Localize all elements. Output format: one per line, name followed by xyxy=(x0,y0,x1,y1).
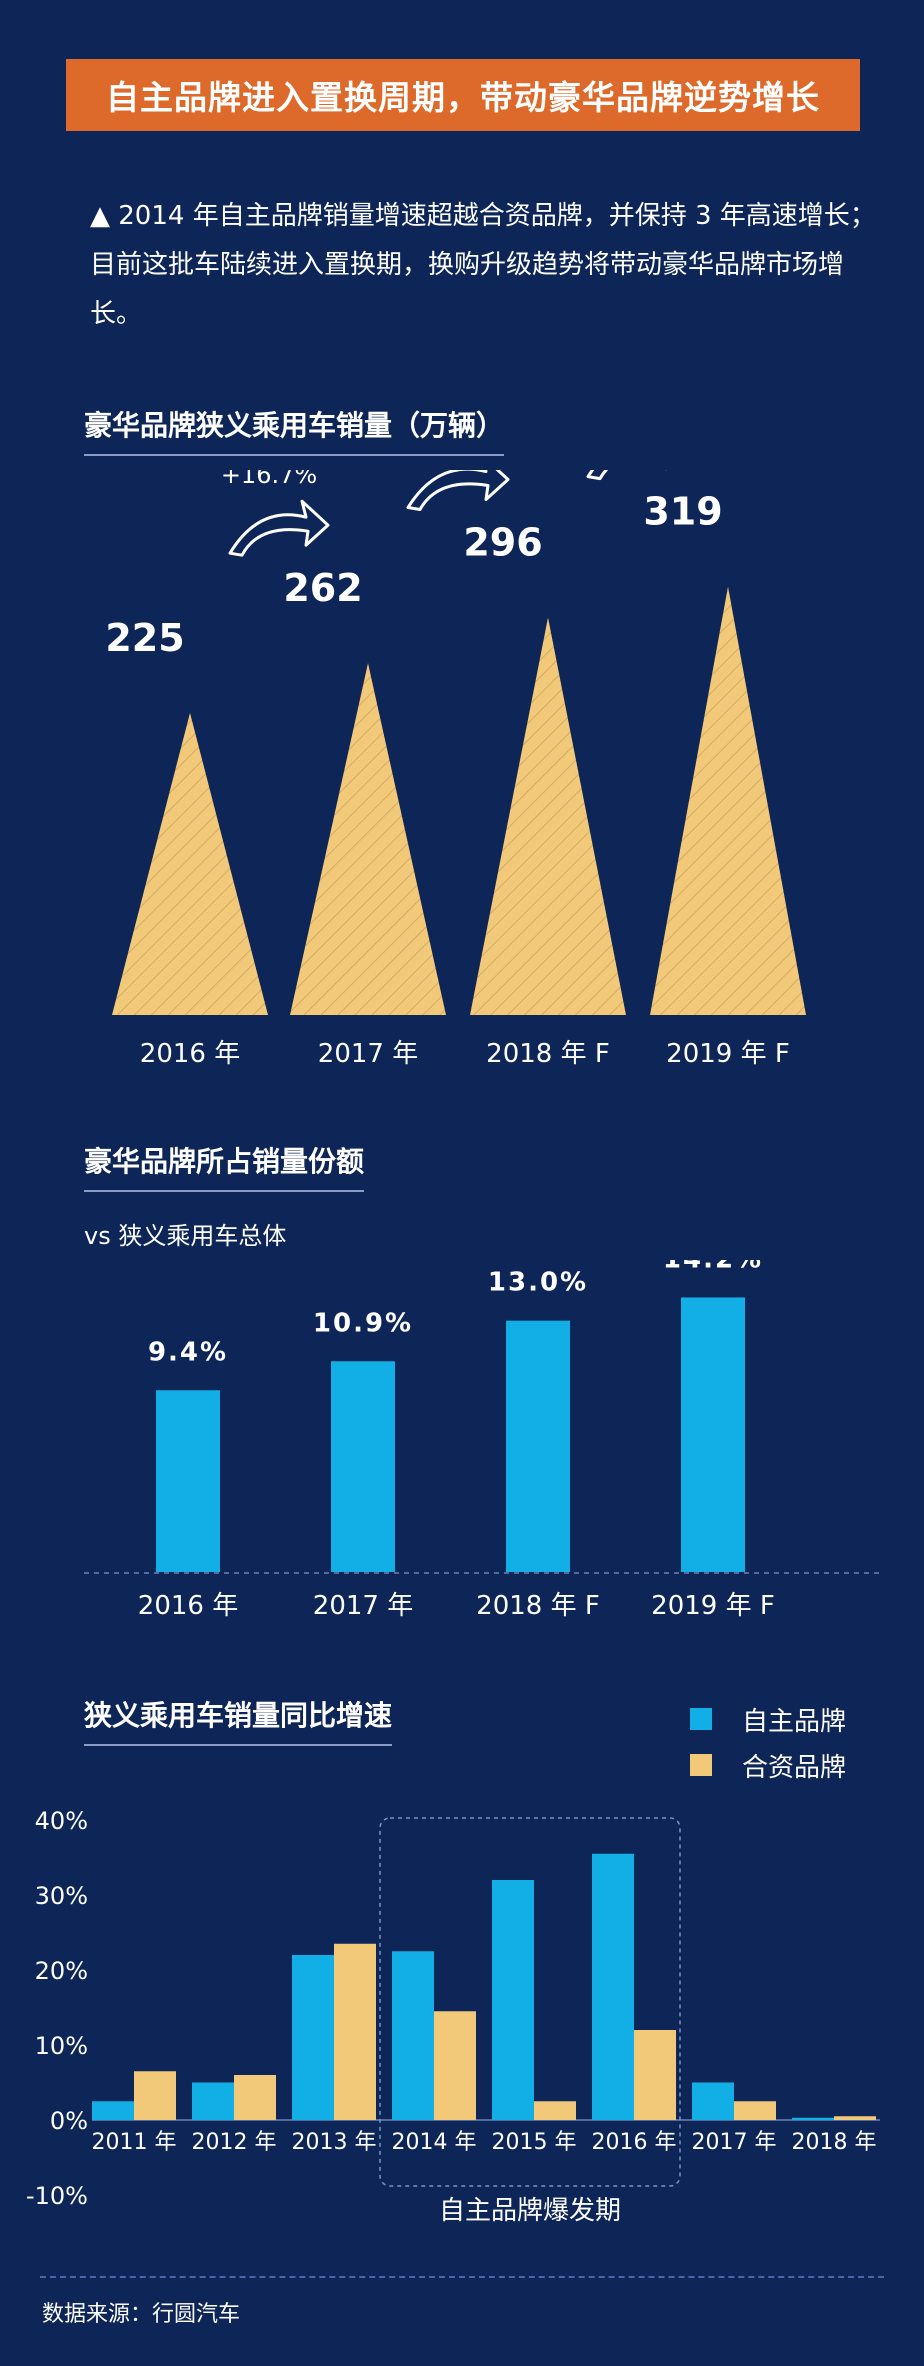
highlight-label: 自主品牌爆发期 xyxy=(439,2196,621,2226)
share-bar-1 xyxy=(331,1361,395,1572)
growth-ytick-5: -10% xyxy=(26,2182,88,2210)
domestic-bar-7 xyxy=(792,2117,834,2120)
share-bar-0 xyxy=(156,1390,220,1572)
jv-bar-1 xyxy=(234,2075,276,2120)
growth-category-label-3: 2014 年 xyxy=(392,2130,477,2155)
growth-chart: 40% 30% 20% 10% 0% -10% 2011 年 2012 年 2013 年 2014… xyxy=(26,1807,880,2226)
section3-title: 狭义乘用车销量同比增速 xyxy=(84,1694,393,1746)
legend-label-domestic: 自主品牌 xyxy=(742,1706,847,1737)
growth-category-label-7: 2018 年 xyxy=(792,2130,877,2155)
domestic-bar-3 xyxy=(392,1951,434,2120)
intro-paragraph: ▲ 2014 年自主品牌销量增速超越合资品牌，并保持 3 年高速增长；目前这批车… xyxy=(90,192,880,339)
growth-category-label-1: 2012 年 xyxy=(192,2130,277,2155)
domestic-bar-6 xyxy=(692,2082,734,2120)
jv-bar-5 xyxy=(634,2030,676,2120)
sales-triangle-1 xyxy=(290,663,446,1015)
legend-item-domestic: 自主品牌 xyxy=(690,1696,846,1742)
jv-bar-7 xyxy=(834,2116,876,2120)
share-category-label-0: 2016 年 xyxy=(138,1591,238,1621)
growth-category-label-6: 2017 年 xyxy=(692,2130,777,2155)
domestic-bar-5 xyxy=(592,1853,634,2120)
jv-bar-6 xyxy=(734,2101,776,2120)
growth-category-label-0: 2011 年 xyxy=(92,2130,177,2155)
domestic-bar-4 xyxy=(492,1880,534,2120)
domestic-bar-0 xyxy=(92,2101,134,2120)
share-category-label-3: 2019 年 F xyxy=(651,1591,775,1621)
share-bar-2 xyxy=(506,1320,570,1572)
sales-triangle-2 xyxy=(470,617,626,1015)
domestic-bar-2 xyxy=(292,1955,334,2120)
sales-triangle-0 xyxy=(112,712,268,1015)
source-note: 数据来源：行圆汽车 xyxy=(42,2302,241,2327)
legend-label-jv: 合资品牌 xyxy=(742,1752,847,1783)
share-value-label-0: 9.4% xyxy=(148,1337,228,1367)
sales-category-label-3: 2019 年 F xyxy=(666,1039,790,1069)
share-category-label-1: 2017 年 xyxy=(313,1591,413,1621)
title-banner: 自主品牌进入置换周期，带动豪华品牌逆势增长 xyxy=(66,59,860,131)
sales-value-label-3: 319 xyxy=(643,490,722,534)
growth-category-label-4: 2015 年 xyxy=(492,2130,577,2155)
source-divider xyxy=(40,2276,884,2278)
luxury-sales-chart: 225 2016 年 262 2017 年 296 2018 年 F 319 2019 年 F… xyxy=(105,470,806,1069)
sales-value-label-1: 262 xyxy=(283,566,362,610)
legend-item-jv: 合资品牌 xyxy=(690,1742,846,1788)
sales-category-label-2: 2018 年 F xyxy=(486,1039,610,1069)
jv-bar-2 xyxy=(334,1943,376,2120)
growth-ytick-2: 20% xyxy=(35,1957,88,1985)
growth-ytick-4: 0% xyxy=(50,2107,88,2135)
sales-value-label-0: 225 xyxy=(105,616,184,660)
growth-arrow-icon-1 xyxy=(406,470,510,512)
intro-text: 2014 年自主品牌销量增速超越合资品牌，并保持 3 年高速增长；目前这批车陆续… xyxy=(90,201,876,329)
jv-bar-0 xyxy=(134,2071,176,2120)
jv-bar-4 xyxy=(534,2101,576,2120)
growth-arrow-icon-0 xyxy=(228,499,330,557)
section2-title: 豪华品牌所占销量份额 xyxy=(84,1140,365,1192)
highlight-box xyxy=(379,1817,681,2187)
share-value-label-3: 14.2% xyxy=(663,1260,763,1274)
growth-arrow-icon-2 xyxy=(586,470,667,481)
sales-category-label-0: 2016 年 xyxy=(140,1039,240,1069)
growth-ytick-1: 30% xyxy=(35,1882,88,1910)
section1-title: 豪华品牌狭义乘用车销量（万辆） xyxy=(84,404,505,456)
legend-swatch-jv xyxy=(690,1754,712,1776)
sales-triangle-3 xyxy=(650,586,806,1015)
luxury-share-chart: 9.4% 2016 年 10.9% 2017 年 13.0% 2018 年 F 14.2% 2… xyxy=(84,1260,880,1621)
growth-ytick-3: 10% xyxy=(35,2032,88,2060)
sales-value-label-2: 296 xyxy=(463,521,542,565)
share-value-label-2: 13.0% xyxy=(488,1268,588,1298)
share-category-label-2: 2018 年 F xyxy=(476,1591,600,1621)
growth-ytick-0: 40% xyxy=(35,1807,88,1835)
domestic-bar-1 xyxy=(192,2082,234,2120)
triangle-marker-icon: ▲ xyxy=(90,201,110,231)
legend-swatch-domestic xyxy=(690,1708,712,1730)
sales-category-label-1: 2017 年 xyxy=(318,1039,418,1069)
growth-category-label-2: 2013 年 xyxy=(292,2130,377,2155)
legend: 自主品牌 合资品牌 xyxy=(690,1696,846,1788)
section2-subtitle: vs 狭义乘用车总体 xyxy=(84,1222,287,1250)
growth-label-0: +16.7% xyxy=(221,470,317,489)
jv-bar-3 xyxy=(434,2011,476,2120)
share-bar-3 xyxy=(681,1297,745,1572)
growth-category-label-5: 2016 年 xyxy=(592,2130,677,2155)
share-value-label-1: 10.9% xyxy=(313,1308,413,1338)
